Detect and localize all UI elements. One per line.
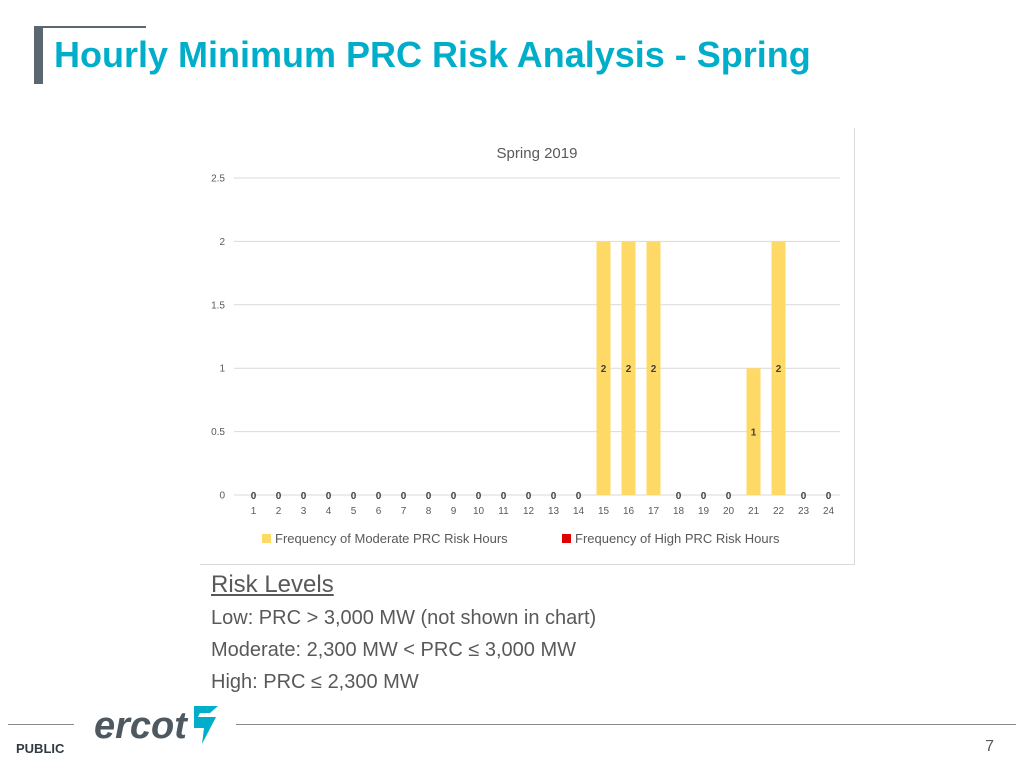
x-tick-label: 10 [473, 506, 485, 517]
logo-bolt-icon [194, 706, 218, 744]
data-label: 0 [451, 491, 457, 502]
x-tick-label: 14 [573, 506, 585, 517]
x-tick-label: 7 [401, 506, 407, 517]
title-accent-bar [34, 26, 43, 84]
x-tick-label: 23 [798, 506, 810, 517]
legend-label: Frequency of Moderate PRC Risk Hours [275, 531, 508, 546]
x-tick-label: 15 [598, 506, 610, 517]
bar [771, 241, 786, 495]
x-tick-label: 17 [648, 506, 660, 517]
chart-frame: Spring 2019 0 0.5 1 1.5 2 2.5 0 1 0 2 0 3 0 4 0 5 0 6 0 7 0 8 0… [200, 128, 855, 565]
x-tick-label: 20 [723, 506, 735, 517]
data-label: 0 [401, 491, 407, 502]
x-tick-label: 21 [748, 506, 760, 517]
risk-level-moderate: Moderate: 2,300 MW < PRC ≤ 3,000 MW [211, 639, 576, 661]
bar [621, 241, 636, 495]
x-tick-label: 9 [451, 506, 457, 517]
x-tick-label: 6 [376, 506, 382, 517]
risk-level-low: Low: PRC > 3,000 MW (not shown in chart) [211, 607, 597, 629]
legend-swatch [262, 534, 271, 543]
bar-chart: Spring 201900.511.522.501020304050607080… [211, 145, 840, 546]
x-tick-label: 22 [773, 506, 785, 517]
y-tick-label: 0 [219, 491, 225, 502]
risk-levels-block: Risk Levels Low: PRC > 3,000 MW (not sho… [211, 571, 596, 703]
data-label: 0 [526, 491, 532, 502]
y-tick-label: 1 [219, 364, 225, 375]
x-tick-label: 13 [548, 506, 560, 517]
data-label: 2 [601, 364, 607, 375]
x-tick-label: 19 [698, 506, 710, 517]
data-label: 0 [726, 491, 732, 502]
data-label: 0 [376, 491, 382, 502]
x-tick-label: 1 [251, 506, 257, 517]
data-label: 0 [301, 491, 307, 502]
bar [746, 368, 761, 495]
y-tick-label: 2.5 [211, 174, 225, 185]
data-label: 0 [501, 491, 507, 502]
x-tick-label: 24 [823, 506, 835, 517]
title-accent-line [34, 26, 146, 28]
x-tick-label: 3 [301, 506, 307, 517]
bar [596, 241, 611, 495]
data-label: 0 [801, 491, 807, 502]
y-tick-label: 2 [219, 237, 225, 248]
data-label: 0 [676, 491, 682, 502]
legend-swatch [562, 534, 571, 543]
x-tick-label: 16 [623, 506, 635, 517]
data-label: 0 [326, 491, 332, 502]
y-tick-label: 0.5 [211, 427, 225, 438]
bar [646, 241, 661, 495]
x-tick-label: 11 [498, 506, 509, 517]
risk-levels-heading: Risk Levels [211, 571, 334, 598]
footer-classification-label: PUBLIC [16, 741, 65, 756]
data-label: 0 [476, 491, 482, 502]
data-label: 0 [826, 491, 832, 502]
y-tick-label: 1.5 [211, 300, 225, 311]
logo-wordmark: ercot [94, 705, 188, 747]
footer-rule-right [236, 724, 1016, 725]
data-label: 2 [776, 364, 782, 375]
data-label: 0 [251, 491, 257, 502]
x-tick-label: 8 [426, 506, 432, 517]
data-label: 0 [701, 491, 707, 502]
chart-title: Spring 2019 [497, 145, 578, 162]
data-label: 2 [651, 364, 657, 375]
data-label: 0 [576, 491, 582, 502]
footer-rule-left [8, 724, 74, 725]
x-tick-label: 2 [276, 506, 282, 517]
page-number: 7 [985, 738, 994, 755]
x-tick-label: 5 [351, 506, 357, 517]
data-label: 1 [751, 428, 757, 439]
x-tick-label: 12 [523, 506, 535, 517]
ercot-logo: ercot [94, 705, 218, 747]
data-label: 0 [551, 491, 557, 502]
x-tick-label: 4 [326, 506, 332, 517]
data-label: 0 [276, 491, 282, 502]
risk-level-high: High: PRC ≤ 2,300 MW [211, 671, 419, 693]
data-label: 2 [626, 364, 632, 375]
legend-label: Frequency of High PRC Risk Hours [575, 531, 780, 546]
data-label: 0 [351, 491, 357, 502]
page-title: Hourly Minimum PRC Risk Analysis - Sprin… [54, 34, 811, 75]
x-tick-label: 18 [673, 506, 685, 517]
data-label: 0 [426, 491, 432, 502]
